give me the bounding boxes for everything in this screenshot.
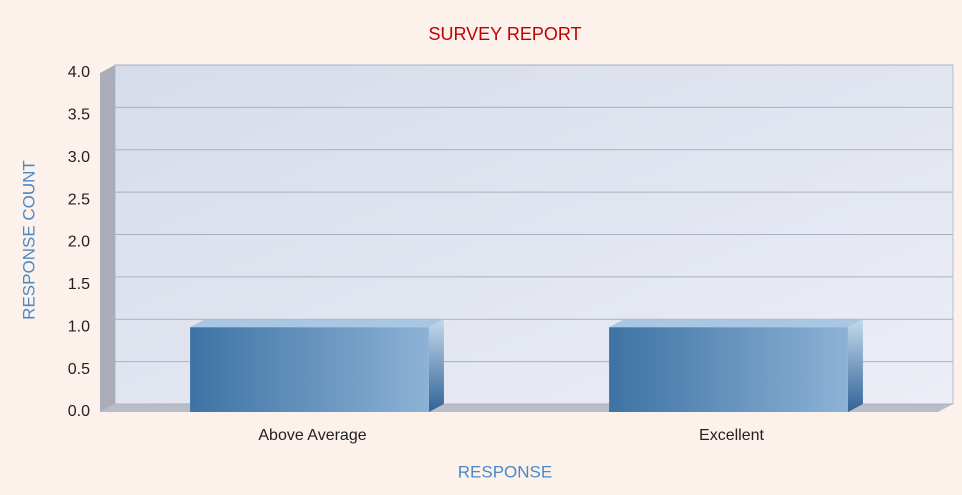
y-tick-label: 0.0 (68, 403, 90, 420)
y-tick-label: 1.5 (68, 276, 90, 293)
x-tick-label: Excellent (699, 427, 764, 444)
y-axis-label: RESPONSE COUNT (19, 160, 38, 320)
bar-top (609, 319, 863, 328)
bar-side (428, 319, 444, 412)
bar (190, 319, 444, 412)
x-axis-label: RESPONSE (458, 462, 552, 481)
y-tick-label: 4.0 (68, 64, 90, 81)
bar-front (609, 327, 848, 412)
bar-side (847, 319, 863, 412)
chart-title: SURVEY REPORT (428, 24, 581, 44)
bar (609, 319, 863, 412)
y-tick-label: 2.0 (68, 234, 90, 251)
y-tick-label: 3.5 (68, 107, 90, 124)
y-tick-label: 2.5 (68, 191, 90, 208)
y-tick-label: 0.5 (68, 361, 90, 378)
y-tick-label: 1.0 (68, 318, 90, 335)
y-tick-label: 3.0 (68, 149, 90, 166)
left-wall (100, 65, 115, 412)
x-tick-label: Above Average (258, 427, 366, 444)
bar-front (190, 327, 429, 412)
bar-top (190, 319, 444, 328)
